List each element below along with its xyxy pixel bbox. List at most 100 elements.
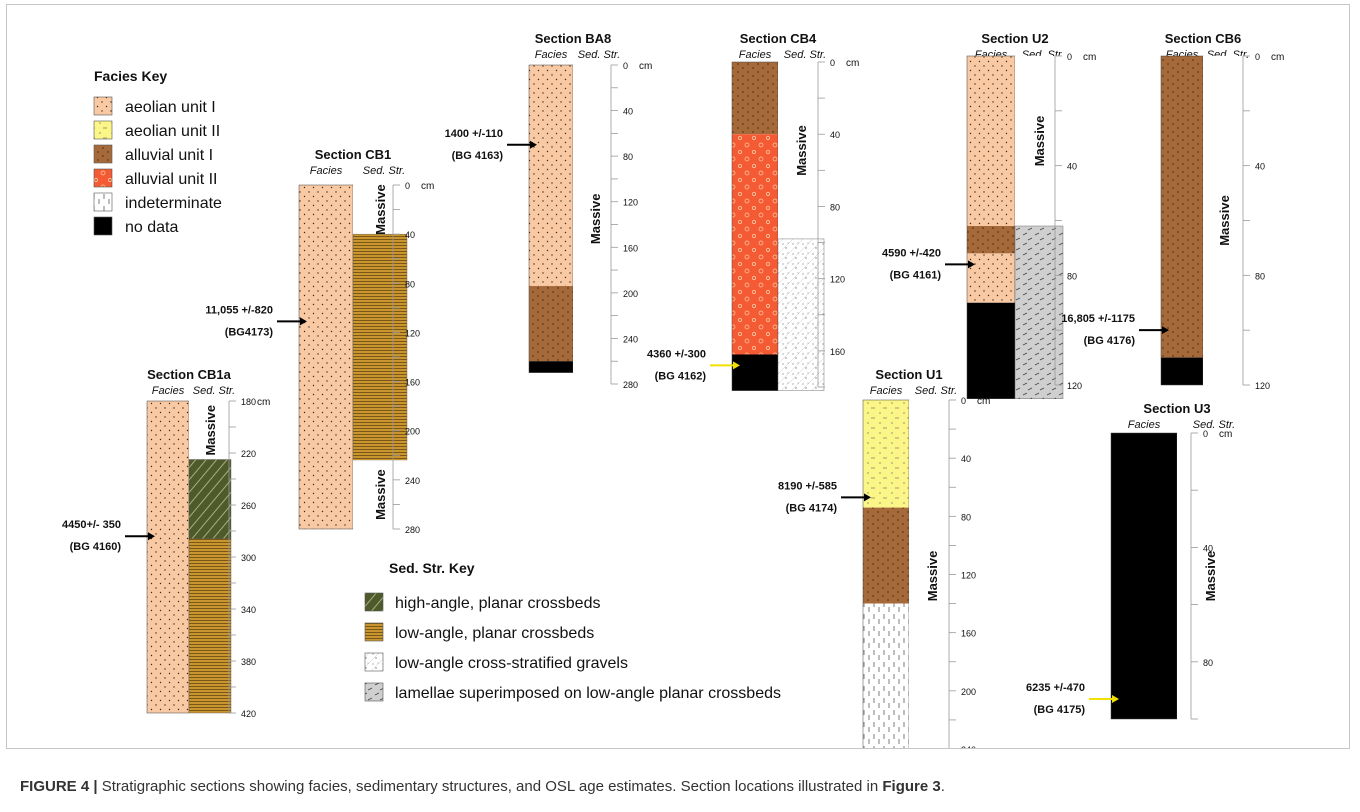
section-title: Section U3 [1143,401,1210,416]
facies-swatch-alluvialI [93,144,113,164]
age-arrowhead [300,317,307,326]
section-title: Section BA8 [535,31,612,46]
depth-tick-label: 280 [623,380,638,390]
facies-header: Facies [739,49,772,61]
depth-tick-label: 300 [241,553,256,563]
facies-key-label: alluvial unit II [125,171,218,188]
facies-key-label: aeolian unit II [125,123,220,140]
osl-age: 1400 +/-110 [445,128,503,140]
depth-tick-label: 0 [1203,429,1208,439]
sed-key-label: high-angle, planar crossbeds [395,595,600,612]
age-arrowhead [1162,326,1169,335]
caption-figure-ref[interactable]: Figure 3 [882,778,941,795]
massive-label: Massive [1203,551,1218,602]
sed-structure-bed [1177,433,1243,719]
depth-tick-label: 0 [961,396,966,406]
sed-structure-bed [352,233,408,461]
age-arrowhead [530,140,537,149]
section-title: Section CB1a [147,367,232,382]
depth-tick-label: 40 [623,107,633,117]
depth-tick-label: 280 [405,525,420,535]
sed-swatch-lowangle [364,622,384,642]
depth-tick-label: 40 [405,230,415,240]
osl-sample-id: (BG 4160) [70,541,122,553]
sed-str-header: Sed. Str. [784,49,826,61]
facies-bed [863,400,909,508]
depth-tick-label: 0 [405,181,410,191]
depth-tick-label: 420 [241,709,256,719]
depth-tick-label: 80 [623,152,633,162]
depth-unit-label: cm [846,58,859,69]
facies-key-label: no data [125,219,178,236]
depth-tick-label: 200 [623,289,638,299]
depth-tick-label: 240 [961,745,976,748]
facies-bed [147,401,189,713]
depth-tick-label: 160 [830,347,845,357]
sed-key-title: Sed. Str. Key [389,560,475,576]
depth-unit-label: cm [421,181,434,192]
depth-tick-label: 160 [961,629,976,639]
facies-bed [732,354,778,391]
facies-bed [529,361,573,373]
depth-unit-label: cm [1219,429,1232,440]
facies-bed [1161,56,1203,358]
facies-header: Facies [152,385,185,397]
depth-tick-label: 0 [623,61,628,71]
depth-tick-label: 240 [623,334,638,344]
facies-key-label: aeolian unit I [125,99,216,116]
sed-swatch-gravels [364,652,384,672]
age-arrowhead [968,260,975,269]
depth-tick-label: 160 [623,243,638,253]
facies-bed [732,134,778,355]
depth-tick-label: 160 [405,378,420,388]
depth-tick-label: 0 [830,58,835,68]
facies-header: Facies [535,49,568,61]
facies-bed [1161,357,1203,385]
facies-bed [732,62,778,135]
facies-bed [529,286,573,362]
osl-age: 11,055 +/-820 [205,304,273,316]
massive-label: Massive [588,194,603,245]
facies-bed [299,185,353,529]
facies-swatch-alluvialII [93,168,113,188]
facies-key-label: alluvial unit I [125,147,213,164]
sed-str-header: Sed. Str. [363,165,405,177]
facies-header: Facies [870,385,903,397]
massive-label: Massive [1032,116,1047,167]
facies-key-title: Facies Key [94,68,167,84]
depth-tick-label: 120 [961,571,976,581]
sed-key-label: lamellae superimposed on low-angle plana… [395,685,781,702]
massive-label: Massive [203,405,218,456]
depth-tick-label: 220 [241,449,256,459]
depth-tick-label: 40 [1067,162,1077,172]
figure-frame: Section CB1a Facies Sed. Str. Massive 180 cm 2… [6,4,1350,749]
facies-bed [863,603,909,748]
osl-age: 16,805 +/-1175 [1061,313,1135,325]
depth-tick-label: 80 [1067,271,1077,281]
facies-bed [967,225,1015,254]
depth-tick-label: 80 [405,279,415,289]
sed-structure-bed [909,400,955,748]
facies-bed [967,253,1015,303]
sed-key-label: low-angle, planar crossbeds [395,625,594,642]
age-arrowhead [733,361,740,370]
osl-age: 8190 +/-585 [778,480,837,492]
osl-sample-id: (BG 4175) [1034,704,1086,716]
osl-sample-id: (BG 4162) [655,370,707,382]
section-cb1a: Section CB1a Facies Sed. Str. Massive 180 cm 2… [62,367,270,719]
section-title: Section CB1 [315,147,392,162]
sed-swatch-highangle [364,592,384,612]
depth-tick-label: 240 [405,476,420,486]
depth-tick-label: 120 [1255,381,1270,391]
facies-swatch-aeolianI [93,96,113,116]
depth-tick-label: 120 [1067,381,1082,391]
osl-age: 4360 +/-300 [647,348,706,360]
depth-tick-label: 80 [1203,658,1213,668]
sed-swatch-lamellae [364,682,384,702]
caption-text: Stratigraphic sections showing facies, s… [97,778,883,795]
osl-age: 6235 +/-470 [1026,682,1085,694]
depth-tick-label: 340 [241,605,256,615]
caption-label: FIGURE 4 | [20,778,98,795]
